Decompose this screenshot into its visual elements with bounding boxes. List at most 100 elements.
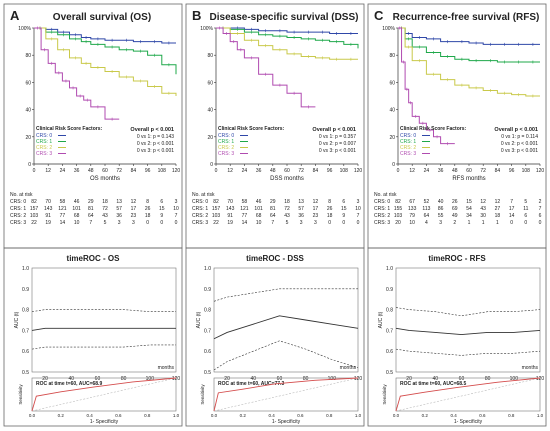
panel-letter: B (192, 8, 201, 23)
risk-value: 57 (116, 206, 122, 212)
timeroc-ci-line (213, 288, 358, 302)
risk-value: 6 (160, 199, 163, 205)
roc-x-tick-label: 0.2 (240, 413, 247, 418)
timeroc-y-axis-label: AUC (t) (378, 311, 384, 328)
timeroc-x-tick-label: 40 (250, 376, 256, 382)
risk-value: 91 (45, 213, 51, 219)
risk-value: 64 (88, 213, 94, 219)
legend-title: Clinical Risk Score Factors: (36, 126, 102, 132)
roc-x-tick-label: 0.0 (393, 413, 400, 418)
risk-value: 6 (539, 213, 542, 219)
timeroc-y-tick-label: 0.5 (22, 370, 29, 376)
km-x-tick-label: 60 (284, 168, 290, 174)
roc-x-tick-label: 1.0 (355, 413, 362, 418)
timeroc-y-tick-label: 0.8 (386, 308, 393, 314)
risk-value: 0 (510, 220, 513, 226)
km-x-tick-label: 72 (480, 168, 486, 174)
risk-value: 7 (175, 213, 178, 219)
risk-value: 12 (313, 199, 319, 205)
km-curve-crs2 (216, 27, 358, 60)
risk-value: 101 (72, 206, 81, 212)
risk-value: 26 (452, 199, 458, 205)
km-y-tick-label: 100% (382, 26, 395, 32)
risk-value: 6 (524, 213, 527, 219)
risk-value: 18 (495, 213, 501, 219)
km-x-tick-label: 60 (102, 168, 108, 174)
risk-value: 0 (524, 220, 527, 226)
risk-value: 15 (466, 199, 472, 205)
risk-value: 81 (88, 206, 94, 212)
km-curve-crs3 (216, 27, 316, 108)
risk-value: 29 (88, 199, 94, 205)
risk-value: 0 (328, 220, 331, 226)
timeroc-y-tick-label: 1.0 (204, 266, 211, 272)
km-curve-crs1 (216, 27, 359, 49)
timeroc-y-tick-label: 0.7 (22, 328, 29, 334)
timeroc-x-axis-label: months (158, 365, 175, 371)
timeroc-frame (395, 267, 541, 373)
legend-item: CRS: 0 (400, 133, 416, 139)
km-x-tick-label: 96 (509, 168, 515, 174)
timeroc-ci-line (31, 344, 176, 350)
risk-value: 5 (524, 199, 527, 205)
risk-value: 0 (146, 220, 149, 226)
stat-line: Overall p < 0.001 (494, 127, 538, 133)
timeroc-ci-line (31, 309, 176, 312)
risk-value: 10 (355, 206, 361, 212)
km-x-tick-label: 120 (354, 168, 363, 174)
risk-value: 14 (60, 220, 66, 226)
risk-header: No. at risk (10, 192, 33, 198)
risk-value: 11 (523, 206, 528, 212)
km-x-tick-label: 12 (45, 168, 51, 174)
km-x-tick-label: 120 (172, 168, 181, 174)
timeroc-y-tick-label: 0.6 (22, 349, 29, 355)
risk-value: 143 (226, 206, 235, 212)
km-x-tick-label: 108 (522, 168, 531, 174)
timeroc-y-tick-label: 1.0 (22, 266, 29, 272)
risk-value: 7 (89, 220, 92, 226)
risk-value: 15 (341, 206, 347, 212)
legend-item: CRS: 0 (36, 133, 52, 139)
risk-value: 3 (118, 220, 121, 226)
roc-frame-inner (31, 377, 177, 412)
stat-line: 0 vs 2: p < 0.001 (137, 141, 174, 147)
stat-line: 0 vs 3: p < 0.001 (137, 148, 174, 154)
roc-x-tick-label: 0.2 (58, 413, 65, 418)
roc-frame (367, 247, 547, 427)
km-x-tick-label: 48 (452, 168, 458, 174)
km-y-tick-label: 40 (207, 108, 213, 114)
roc-x-axis-label: 1- Specificity (90, 419, 119, 425)
km-x-tick-label: 0 (397, 168, 400, 174)
km-curve-crs0 (216, 27, 358, 34)
timeroc-y-tick-label: 0.9 (386, 287, 393, 293)
risk-value: 103 (212, 213, 221, 219)
roc-y-axis-label: Sensitivity (382, 384, 387, 405)
km-y-tick-label: 40 (25, 108, 31, 114)
stat-line: 0 vs 2: p < 0.001 (501, 141, 538, 147)
risk-value: 10 (409, 220, 415, 226)
risk-value: 12 (480, 199, 486, 205)
risk-value: 9 (342, 213, 345, 219)
panel-c: C Recurrence-free survival (RFS)020406080… (367, 3, 547, 427)
risk-value: 81 (270, 206, 276, 212)
timeroc-x-tick-label: 60 (459, 376, 465, 382)
risk-value: 77 (60, 213, 66, 219)
timeroc-x-tick-label: 80 (121, 376, 127, 382)
risk-value: 82 (213, 199, 219, 205)
roc-title: ROC at time t=60, AUC=68.9 (36, 381, 102, 387)
roc-curve (31, 377, 177, 412)
km-y-tick-label: 20 (207, 135, 213, 141)
risk-value: 157 (30, 206, 39, 212)
risk-value: 86 (438, 206, 444, 212)
km-curve-crs3 (34, 27, 120, 120)
km-y-tick-label: 0 (210, 162, 213, 168)
km-x-tick-label: 72 (116, 168, 122, 174)
roc-frame-inner (213, 377, 359, 412)
risk-value: 49 (452, 213, 458, 219)
roc-x-tick-label: 1.0 (173, 413, 180, 418)
timeroc-ci-line (395, 348, 541, 356)
risk-row-label: CRS: 1 (374, 206, 390, 212)
risk-value: 82 (31, 199, 37, 205)
